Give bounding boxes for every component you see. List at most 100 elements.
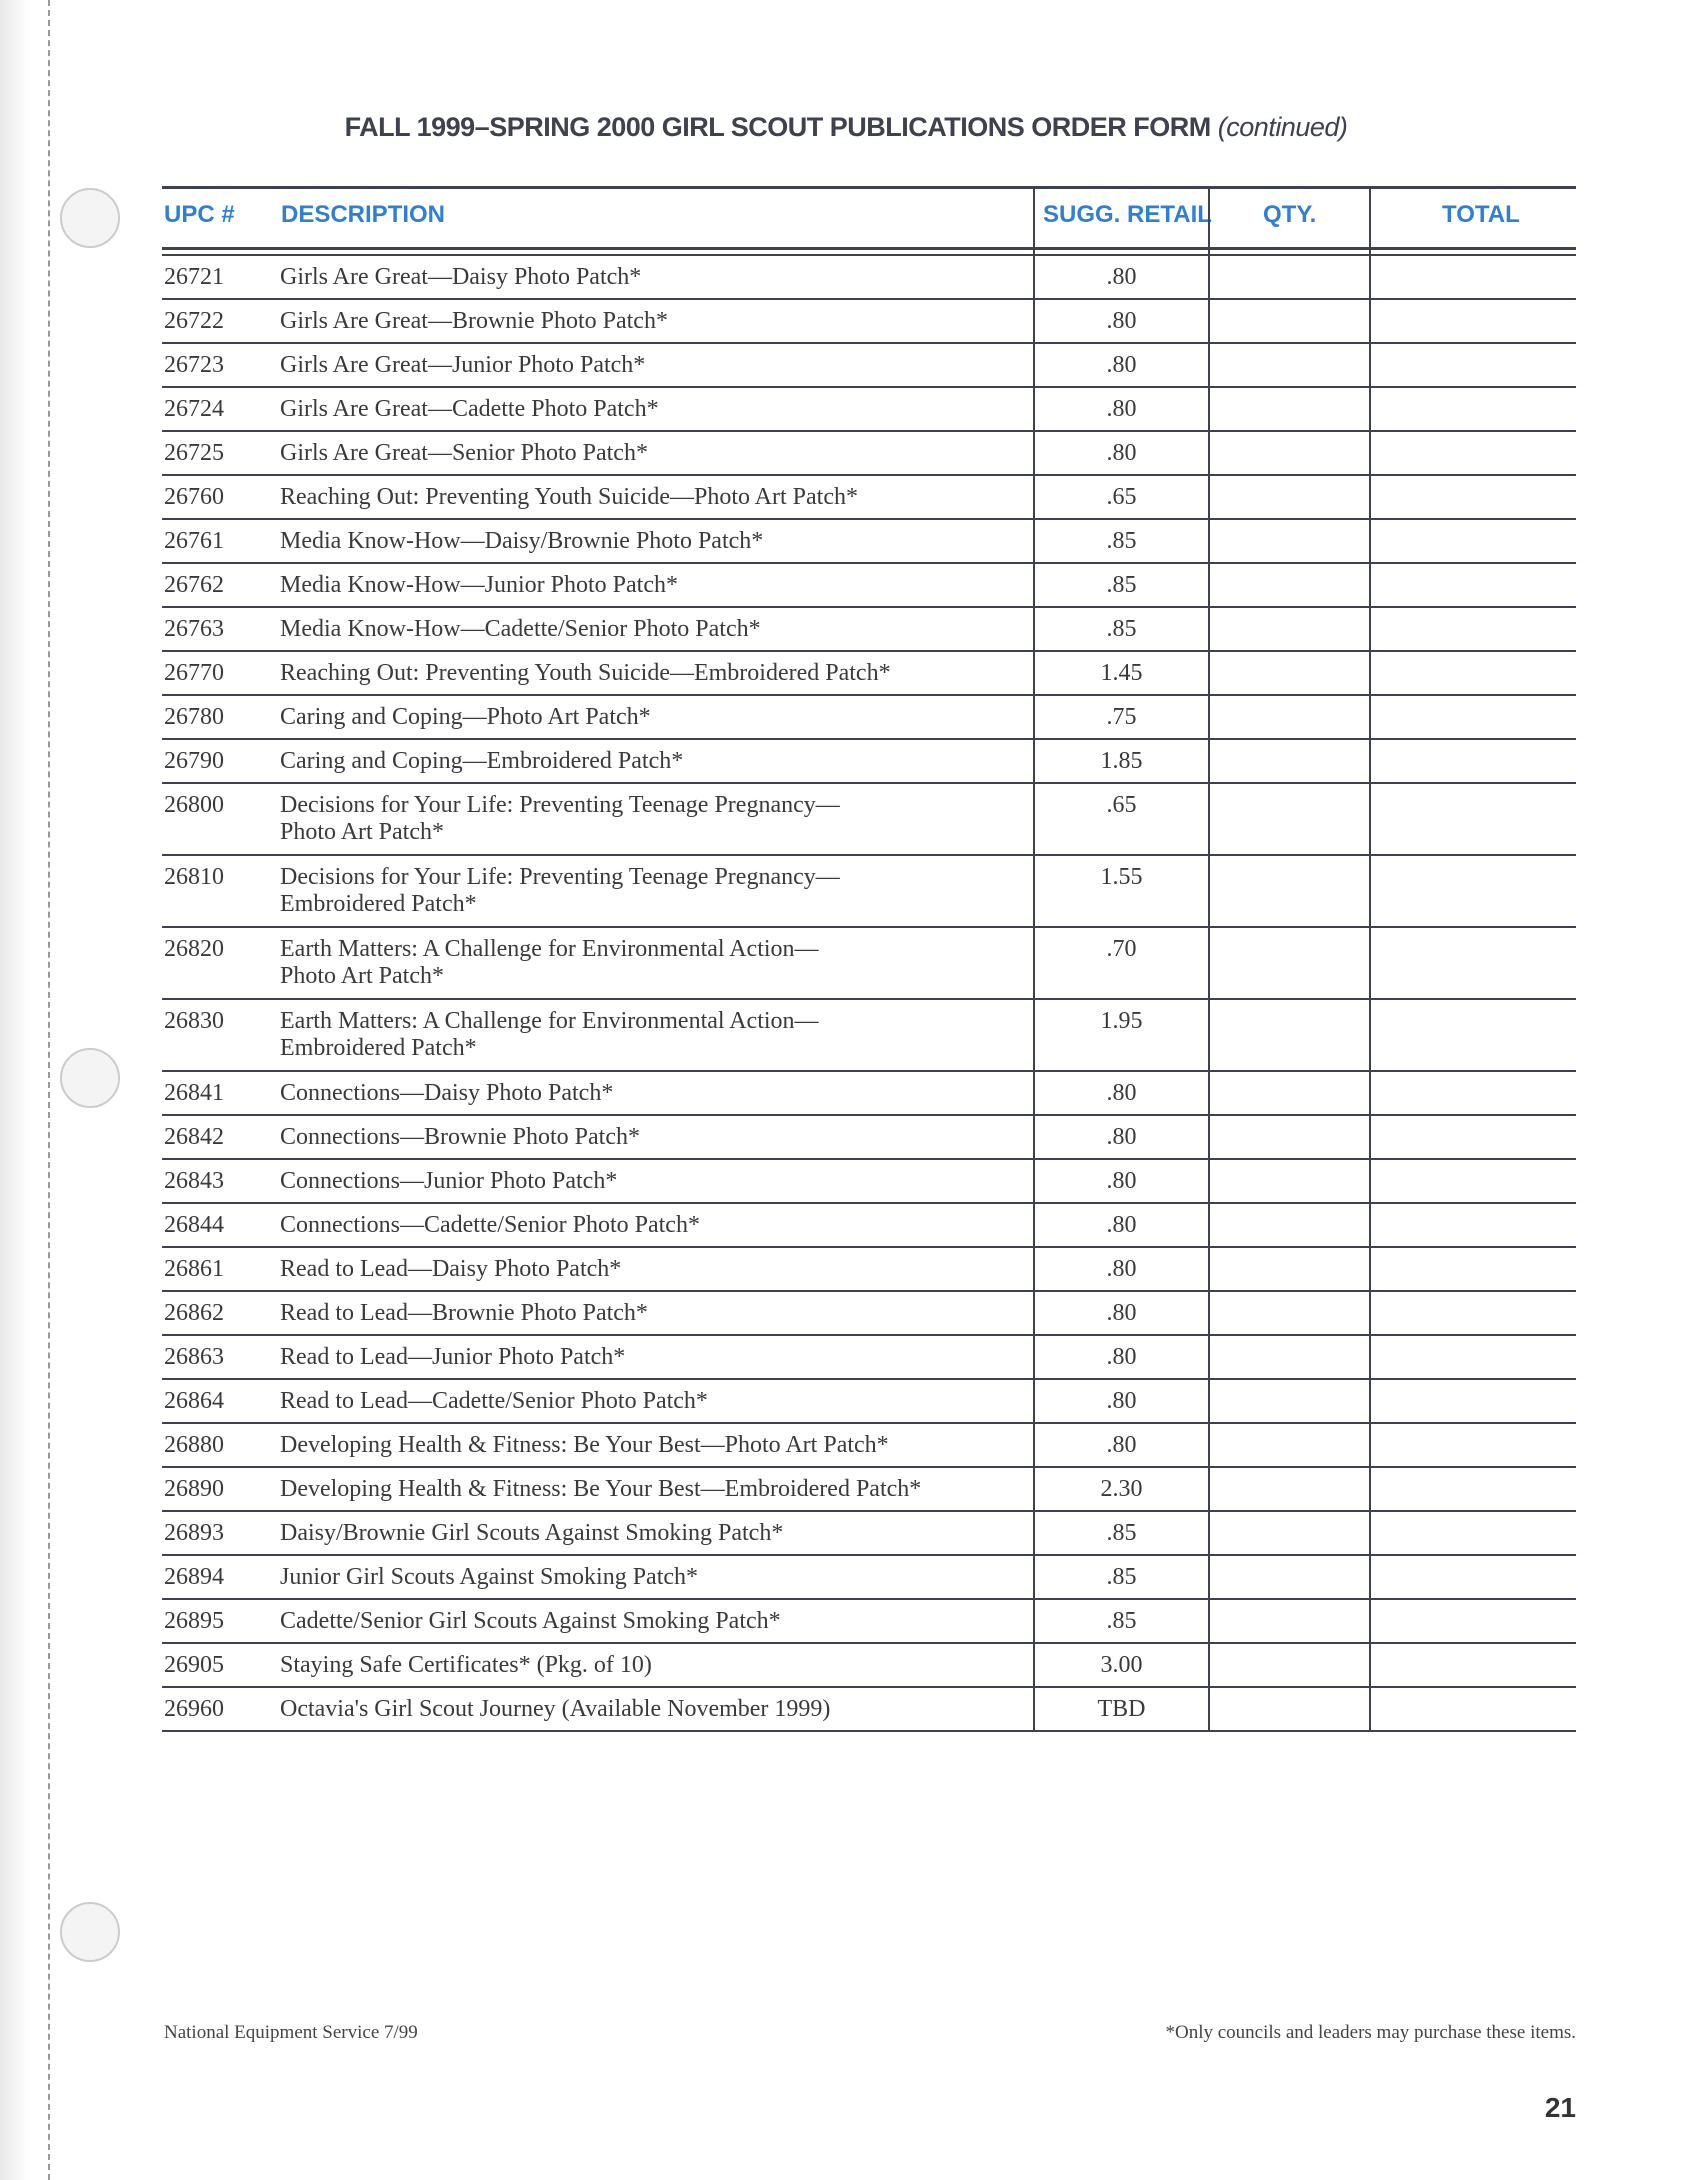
upc-cell: 26880 [164, 1432, 224, 1458]
description-cell: Girls Are Great—Junior Photo Patch* [280, 352, 645, 379]
qty-input[interactable] [1210, 1248, 1368, 1290]
total-input[interactable] [1371, 1688, 1576, 1730]
table-row: 26863 Read to Lead—Junior Photo Patch* .80 [162, 1336, 1576, 1380]
table-row: 26843 Connections—Junior Photo Patch* .80 [162, 1160, 1576, 1204]
description-line: Cadette/Senior Girl Scouts Against Smoki… [280, 1608, 781, 1634]
total-input[interactable] [1371, 1600, 1576, 1642]
total-input[interactable] [1371, 1072, 1576, 1114]
description-line: Media Know-How—Daisy/Brownie Photo Patch… [280, 528, 764, 554]
total-input[interactable] [1371, 1160, 1576, 1202]
upc-cell: 26960 [164, 1696, 224, 1722]
description-line: Connections—Daisy Photo Patch* [280, 1080, 614, 1106]
total-input[interactable] [1371, 856, 1576, 926]
total-input[interactable] [1371, 652, 1576, 694]
description-line: Octavia's Girl Scout Journey (Available … [280, 1696, 831, 1722]
upc-cell: 26830 [164, 1008, 224, 1034]
total-input[interactable] [1371, 1644, 1576, 1686]
price-cell: .80 [1106, 1256, 1137, 1282]
description-line: Girls Are Great—Junior Photo Patch* [280, 352, 646, 378]
total-input[interactable] [1371, 740, 1576, 782]
qty-input[interactable] [1210, 1424, 1368, 1466]
qty-input[interactable] [1210, 1380, 1368, 1422]
qty-input[interactable] [1210, 1468, 1368, 1510]
qty-input[interactable] [1210, 1556, 1368, 1598]
qty-input[interactable] [1210, 1072, 1368, 1114]
table-body: 26721 Girls Are Great—Daisy Photo Patch*.… [162, 256, 1576, 1732]
qty-input[interactable] [1210, 1644, 1368, 1686]
total-input[interactable] [1371, 300, 1576, 342]
table-row: 26721 Girls Are Great—Daisy Photo Patch*.… [162, 256, 1576, 300]
qty-input[interactable] [1210, 928, 1368, 998]
price-cell: 1.95 [1100, 1008, 1143, 1034]
total-input[interactable] [1371, 784, 1576, 854]
total-input[interactable] [1371, 520, 1576, 562]
qty-input[interactable] [1210, 520, 1368, 562]
description-line: Decisions for Your Life: Preventing Teen… [280, 792, 840, 818]
qty-input[interactable] [1210, 784, 1368, 854]
upc-cell: 26895 [164, 1608, 224, 1634]
description-cell: Read to Lead—Cadette/Senior Photo Patch* [280, 1388, 708, 1415]
order-table: UPC # DESCRIPTION SUGG. RETAIL QTY. TOTA… [162, 186, 1576, 1732]
qty-input[interactable] [1210, 1116, 1368, 1158]
qty-input[interactable] [1210, 1204, 1368, 1246]
total-input[interactable] [1371, 344, 1576, 386]
qty-input[interactable] [1210, 856, 1368, 926]
total-input[interactable] [1371, 1248, 1576, 1290]
total-input[interactable] [1371, 256, 1576, 298]
qty-input[interactable] [1210, 476, 1368, 518]
description-cell: Read to Lead—Junior Photo Patch* [280, 1344, 625, 1371]
qty-input[interactable] [1210, 300, 1368, 342]
total-input[interactable] [1371, 1116, 1576, 1158]
qty-input[interactable] [1210, 1160, 1368, 1202]
qty-input[interactable] [1210, 608, 1368, 650]
total-input[interactable] [1371, 1380, 1576, 1422]
total-input[interactable] [1371, 432, 1576, 474]
total-input[interactable] [1371, 476, 1576, 518]
qty-input[interactable] [1210, 1512, 1368, 1554]
qty-input[interactable] [1210, 740, 1368, 782]
total-input[interactable] [1371, 1424, 1576, 1466]
qty-input[interactable] [1210, 344, 1368, 386]
table-row: 26724 Girls Are Great—Cadette Photo Patch… [162, 388, 1576, 432]
punch-hole [60, 188, 120, 248]
qty-input[interactable] [1210, 256, 1368, 298]
qty-input[interactable] [1210, 1600, 1368, 1642]
total-input[interactable] [1371, 388, 1576, 430]
total-input[interactable] [1371, 1468, 1576, 1510]
description-line: Caring and Coping—Photo Art Patch* [280, 704, 651, 730]
total-input[interactable] [1371, 1512, 1576, 1554]
table-row: 26725 Girls Are Great—Senior Photo Patch*… [162, 432, 1576, 476]
description-line: Read to Lead—Junior Photo Patch* [280, 1344, 626, 1370]
description-line: Caring and Coping—Embroidered Patch* [280, 748, 684, 774]
qty-input[interactable] [1210, 696, 1368, 738]
description-cell: Reaching Out: Preventing Youth Suicide—E… [280, 660, 891, 687]
upc-cell: 26905 [164, 1652, 224, 1678]
qty-input[interactable] [1210, 1688, 1368, 1730]
total-input[interactable] [1371, 1336, 1576, 1378]
total-input[interactable] [1371, 608, 1576, 650]
price-cell: TBD [1097, 1696, 1146, 1722]
total-input[interactable] [1371, 1204, 1576, 1246]
description-cell: Connections—Cadette/Senior Photo Patch* [280, 1212, 700, 1239]
total-input[interactable] [1371, 1556, 1576, 1598]
qty-input[interactable] [1210, 652, 1368, 694]
total-input[interactable] [1371, 564, 1576, 606]
table-row: 26842 Connections—Brownie Photo Patch* .80 [162, 1116, 1576, 1160]
qty-input[interactable] [1210, 1292, 1368, 1334]
upc-cell: 26722 [164, 308, 224, 334]
total-input[interactable] [1371, 696, 1576, 738]
description-line: Connections—Cadette/Senior Photo Patch* [280, 1212, 700, 1238]
qty-input[interactable] [1210, 1000, 1368, 1070]
total-input[interactable] [1371, 1000, 1576, 1070]
total-input[interactable] [1371, 928, 1576, 998]
description-cell: Girls Are Great—Cadette Photo Patch* [280, 396, 659, 423]
qty-input[interactable] [1210, 564, 1368, 606]
price-cell: .65 [1106, 484, 1137, 510]
qty-input[interactable] [1210, 388, 1368, 430]
description-line: Developing Health & Fitness: Be Your Bes… [280, 1476, 922, 1502]
table-row: 26723 Girls Are Great—Junior Photo Patch*… [162, 344, 1576, 388]
price-cell: .85 [1106, 616, 1137, 642]
total-input[interactable] [1371, 1292, 1576, 1334]
qty-input[interactable] [1210, 432, 1368, 474]
qty-input[interactable] [1210, 1336, 1368, 1378]
